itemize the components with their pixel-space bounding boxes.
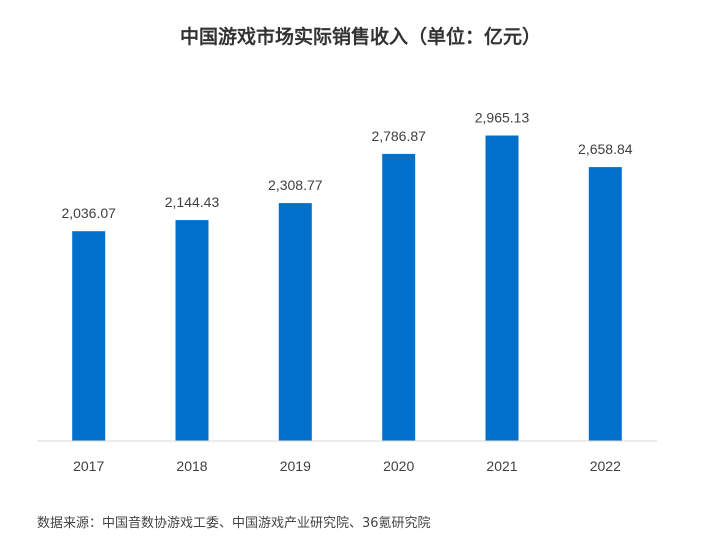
x-tick-label-2017: 2017: [73, 458, 104, 474]
value-label-2022: 2,658.84: [578, 141, 633, 157]
x-tick-label-2020: 2020: [383, 458, 414, 474]
bar-2022: [588, 167, 622, 441]
x-tick-label-2019: 2019: [280, 458, 311, 474]
x-tick-labels-layer: 2017 2018 2019 2020 2021 2022: [73, 458, 621, 474]
value-labels-layer: 2,036.07 2,144.43 2,308.77 2,786.87 2,965.13…: [61, 110, 632, 222]
x-tick-label-2018: 2018: [176, 458, 207, 474]
bar-2020: [382, 153, 416, 441]
x-tick-label-2022: 2022: [590, 458, 621, 474]
source-note: 数据来源：中国音数协游戏工委、中国游戏产业研究院、36氪研究院: [37, 516, 431, 531]
value-label-2018: 2,144.43: [165, 194, 220, 210]
value-label-2021: 2,965.13: [475, 110, 530, 126]
bars-layer: [72, 135, 622, 441]
value-label-2017: 2,036.07: [61, 205, 116, 221]
bar-2021: [485, 135, 519, 441]
value-label-2019: 2,308.77: [268, 177, 323, 193]
value-label-2020: 2,786.87: [371, 128, 426, 144]
chart-title: 中国游戏市场实际销售收入（单位：亿元）: [179, 26, 541, 48]
bar-2017: [72, 231, 106, 441]
x-tick-label-2021: 2021: [486, 458, 517, 474]
bar-chart: 2,036.07 2,144.43 2,308.77 2,786.87 2,965.13…: [37, 110, 657, 474]
bar-2019: [278, 203, 312, 441]
bar-2018: [175, 220, 209, 441]
